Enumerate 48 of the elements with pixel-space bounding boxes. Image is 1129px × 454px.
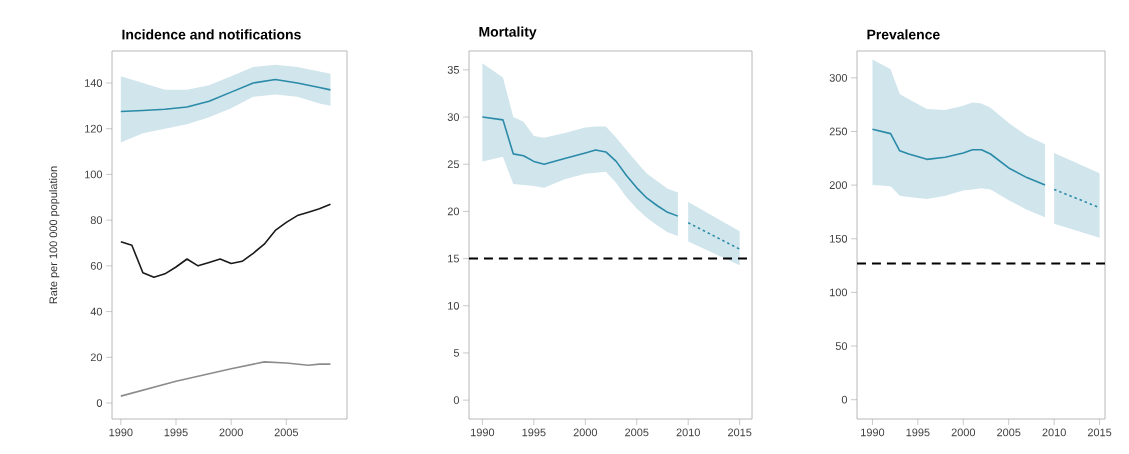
- y-tick-label: 40: [90, 307, 103, 316]
- y-tick-label: 100: [830, 288, 848, 297]
- y-tick-label: 50: [835, 342, 848, 350]
- y-tick-label: 5: [453, 349, 460, 357]
- y-tick-label: 30: [447, 113, 460, 121]
- y-tick-label: 10: [448, 301, 460, 310]
- y-tick-label: 100: [85, 170, 103, 179]
- line-series: [871, 128, 1046, 186]
- y-tick-label: 20: [90, 353, 103, 362]
- x-tick-label: 1990: [471, 428, 495, 437]
- y-tick-label: 35: [447, 66, 460, 74]
- y-tick-label: 15: [448, 254, 460, 263]
- x-tick-label: 1990: [861, 428, 885, 437]
- line-series: [120, 78, 332, 113]
- line-series: [481, 116, 679, 217]
- chart-title: Prevalence: [867, 29, 940, 40]
- y-tick-label: 0: [841, 395, 848, 404]
- y-tick-label: 20: [447, 207, 460, 216]
- x-tick-label: 2010: [676, 428, 700, 437]
- x-tick-label: 1995: [906, 428, 930, 437]
- y-tick-label: 0: [453, 396, 460, 405]
- y-tick-label: 200: [829, 181, 848, 189]
- x-tick-label: 2005: [274, 428, 299, 437]
- y-tick-label: 150: [830, 234, 848, 243]
- y-tick-label: 300: [829, 73, 848, 82]
- x-tick-label: 2000: [573, 428, 598, 437]
- x-tick-label: 1995: [522, 428, 546, 437]
- x-tick-label: 2000: [951, 428, 976, 437]
- x-tick-label: 2010: [1042, 428, 1066, 437]
- line-series: [120, 361, 332, 397]
- x-tick-label: 2005: [625, 428, 649, 437]
- y-tick-label: 250: [829, 127, 848, 136]
- chart-title: Mortality: [479, 26, 537, 40]
- y-axis-title: Rate per 100 000 population: [49, 166, 60, 304]
- x-tick-label: 2015: [728, 428, 752, 437]
- x-tick-label: 1990: [109, 428, 133, 437]
- x-tick-label: 2000: [219, 428, 243, 437]
- y-tick-label: 60: [90, 261, 103, 270]
- y-tick-label: 0: [96, 399, 103, 407]
- x-tick-label: 2005: [997, 428, 1021, 437]
- y-tick-label: 120: [85, 124, 103, 133]
- x-tick-label: 1995: [164, 428, 188, 437]
- y-tick-label: 25: [447, 160, 460, 169]
- y-tick-label: 80: [90, 216, 103, 225]
- line-series: [120, 203, 332, 279]
- y-tick-label: 140: [85, 79, 103, 87]
- x-tick-label: 2015: [1087, 428, 1112, 437]
- chart-title: Incidence and notifications: [122, 29, 301, 40]
